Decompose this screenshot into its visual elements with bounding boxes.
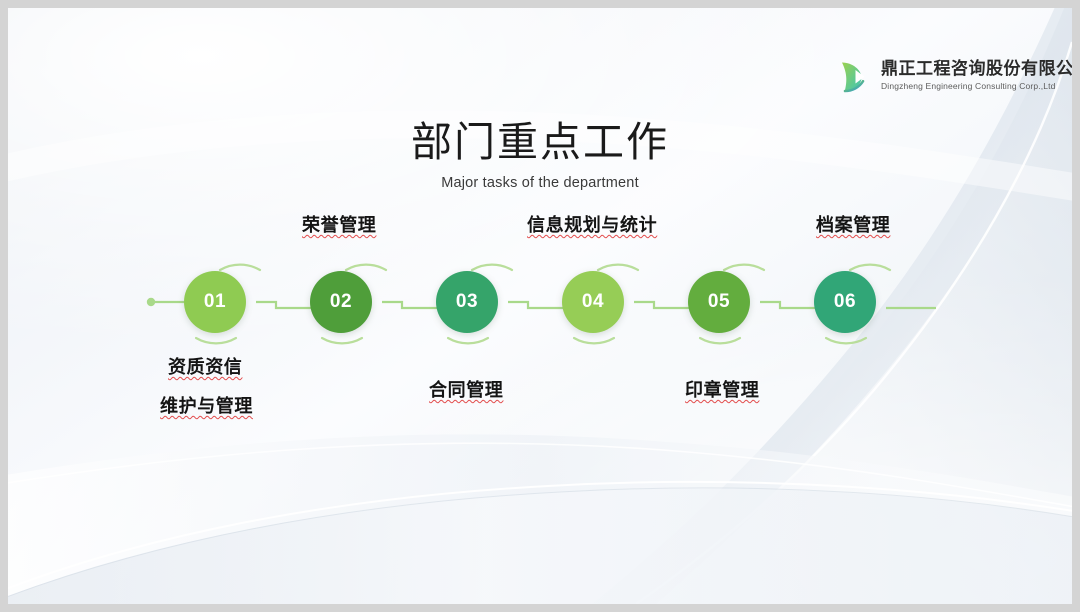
timeline-node-04[interactable]: 04 bbox=[562, 271, 624, 333]
timeline-node-number: 04 bbox=[581, 291, 605, 312]
page-subtitle: Major tasks of the department bbox=[441, 175, 639, 192]
timeline-label-02: 荣誉管理 bbox=[302, 215, 377, 236]
timeline-node-number: 02 bbox=[329, 291, 353, 312]
background-decoration bbox=[8, 8, 1072, 604]
logo-company-name-cn: 鼎正工程咨询股份有限公司 bbox=[881, 59, 1072, 80]
company-logo: 鼎正工程咨询股份有限公司 Dingzheng Engineering Consu… bbox=[836, 58, 1072, 94]
timeline-label-04: 信息规划与统计 bbox=[527, 215, 658, 236]
timeline-node-number: 03 bbox=[455, 291, 479, 312]
timeline-node-number: 06 bbox=[833, 291, 857, 312]
logo-company-name-en: Dingzheng Engineering Consulting Corp.,L… bbox=[881, 81, 1056, 92]
timeline-node-06[interactable]: 06 bbox=[814, 271, 876, 333]
page-title-block: 部门重点工作 Major tasks of the department bbox=[8, 118, 1072, 192]
timeline-node-02[interactable]: 02 bbox=[310, 271, 372, 333]
slide-canvas: 鼎正工程咨询股份有限公司 Dingzheng Engineering Consu… bbox=[8, 8, 1072, 604]
timeline-label-03: 合同管理 bbox=[429, 380, 504, 401]
timeline-label-05: 印章管理 bbox=[685, 380, 760, 401]
timeline-node-number: 01 bbox=[203, 291, 227, 312]
timeline: 01 02 03 04 05 06 资质资信 维护与管理 合同管理 印章管理 荣… bbox=[8, 8, 1072, 604]
timeline-connectors bbox=[146, 263, 936, 345]
timeline-label-01-line1: 资质资信 bbox=[168, 357, 243, 378]
timeline-node-05[interactable]: 05 bbox=[688, 271, 750, 333]
timeline-node-03[interactable]: 03 bbox=[436, 271, 498, 333]
timeline-node-01[interactable]: 01 bbox=[184, 271, 246, 333]
page-title: 部门重点工作 bbox=[411, 118, 669, 166]
timeline-label-01-line2: 维护与管理 bbox=[160, 396, 253, 417]
leaf-circle-logo-icon bbox=[842, 62, 865, 93]
timeline-start-dot bbox=[146, 297, 156, 307]
timeline-label-06: 档案管理 bbox=[816, 215, 891, 236]
timeline-node-number: 05 bbox=[707, 291, 731, 312]
